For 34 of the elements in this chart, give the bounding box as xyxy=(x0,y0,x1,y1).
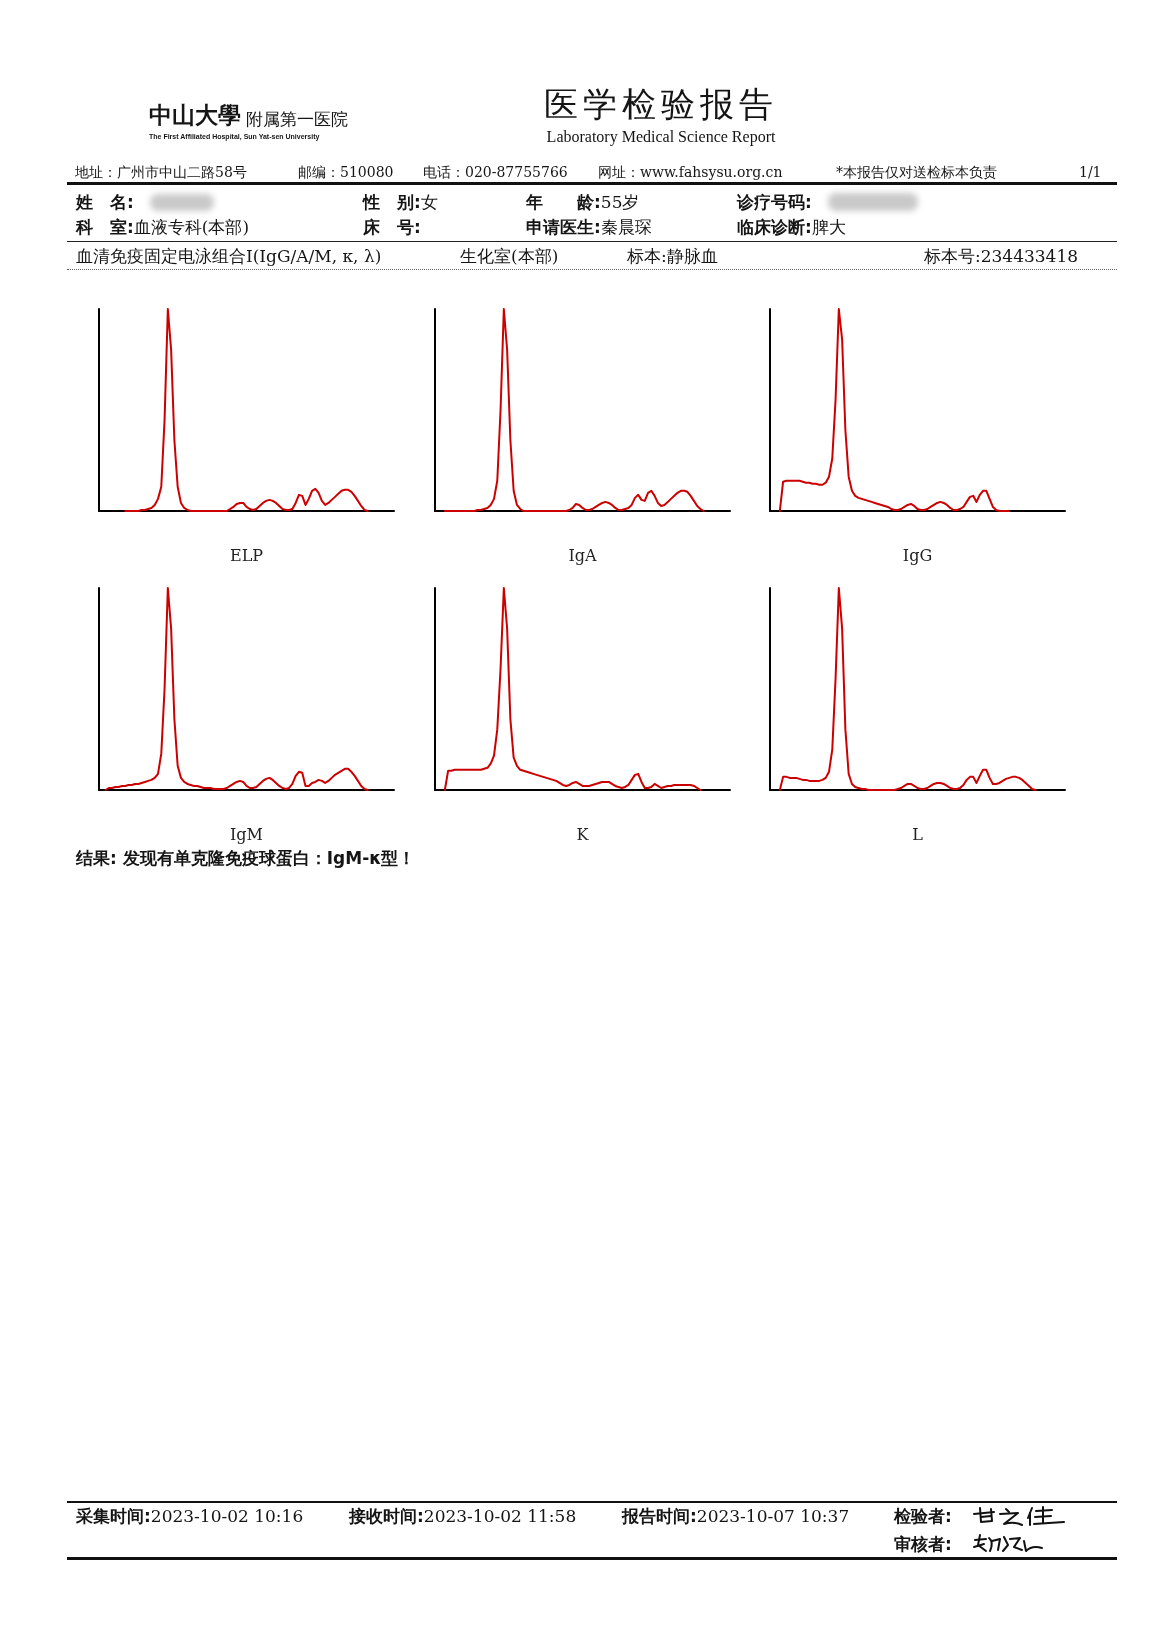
text: 床 号: xyxy=(363,216,421,237)
text: 电话：020-87755766 xyxy=(423,164,568,181)
x-axis-title: L xyxy=(912,824,924,844)
text: 申请医生:秦晨琛 xyxy=(526,216,652,237)
text: 诊疗号码: xyxy=(737,191,812,212)
text: 医学检验报告 xyxy=(543,83,778,124)
text: 报告时间:2023-10-07 10:37 xyxy=(622,1505,850,1526)
text: 性 别:女 xyxy=(363,191,438,212)
x-axis-title: K xyxy=(576,824,590,844)
text: 邮编：510080 xyxy=(298,164,394,181)
text: 标本:静脉血 xyxy=(627,245,718,266)
text: 标本号:234433418 xyxy=(924,245,1079,266)
x-axis-title: ELP xyxy=(229,545,264,565)
text: 科 室:血液专科(本部) xyxy=(76,216,250,237)
text: 网址：www.fahsysu.org.cn xyxy=(598,164,783,181)
text: 血清免疫固定电泳组合I(IgG/A/M, κ, λ) xyxy=(76,245,382,266)
text: *本报告仅对送检标本负责 xyxy=(836,164,997,181)
text: 年 龄:55岁 xyxy=(526,191,640,212)
text: 1/1 xyxy=(1079,164,1102,181)
text: 临床诊断:脾大 xyxy=(737,216,846,237)
text: 地址：广州市中山二路58号 xyxy=(75,164,247,181)
text: Laboratory Medical Science Report xyxy=(546,128,776,146)
text: 审核者: xyxy=(894,1533,952,1554)
text: 结果: 发现有单克隆免疫球蛋白：IgM-κ型！ xyxy=(76,847,416,868)
text: 检验者: xyxy=(894,1505,952,1526)
x-axis-title: IgM xyxy=(230,824,263,844)
x-axis-title: IgA xyxy=(567,545,597,565)
x-axis-title: IgG xyxy=(902,545,933,565)
text: 中山大學 xyxy=(149,101,241,129)
text: 接收时间:2023-10-02 11:58 xyxy=(349,1505,577,1526)
text: 姓 名: xyxy=(76,191,134,212)
text: 生化室(本部) xyxy=(460,245,559,266)
text: 采集时间:2023-10-02 10:16 xyxy=(76,1505,304,1526)
text: 附属第一医院 xyxy=(246,110,348,130)
